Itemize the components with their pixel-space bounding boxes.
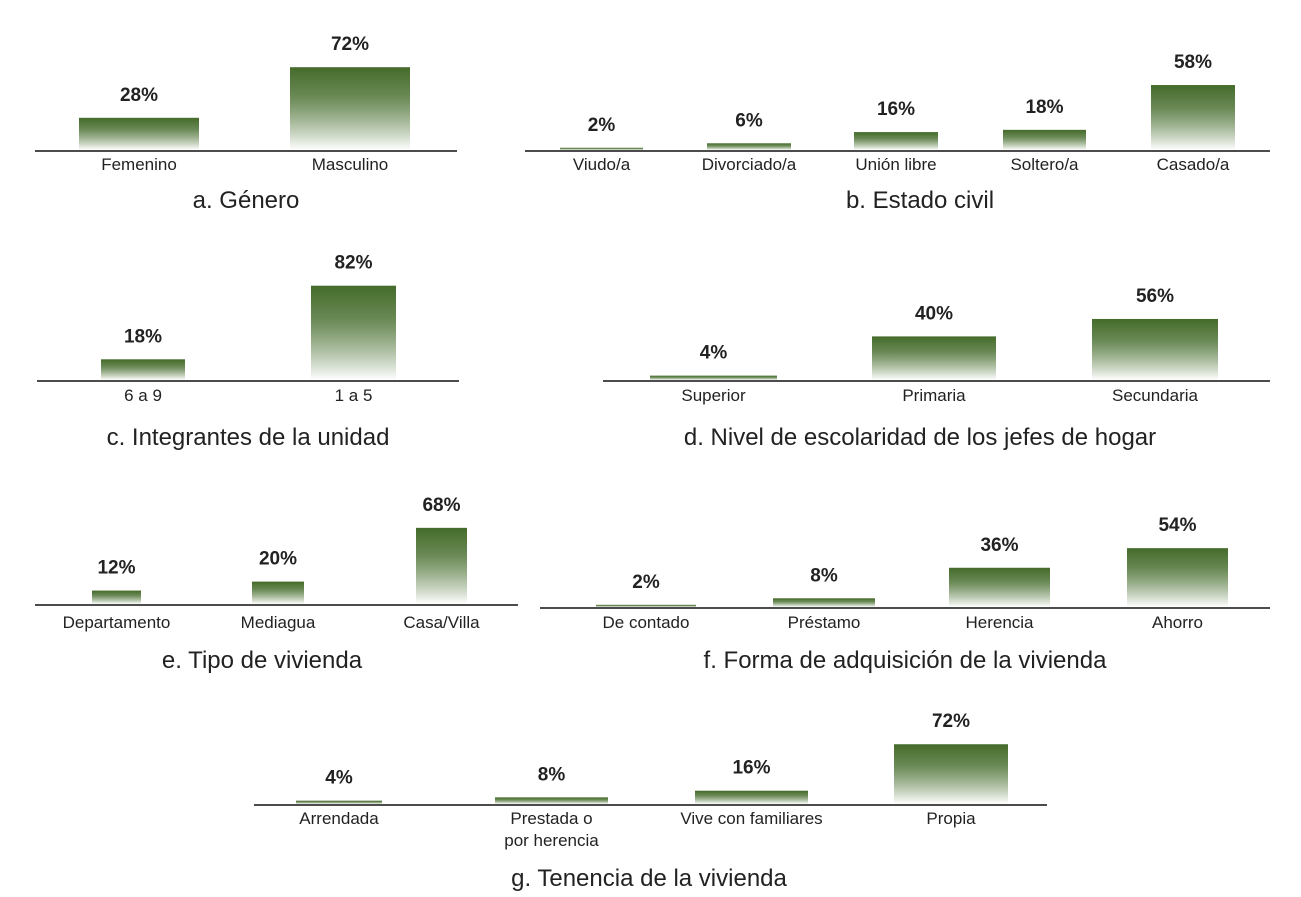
- category-label: Ahorro: [1152, 613, 1203, 632]
- bar: [854, 132, 938, 150]
- value-label: 68%: [422, 495, 460, 516]
- chart-c: 18% 6 a 9 82% 1 a 5 c. Integrantes de la uni…: [37, 253, 459, 451]
- value-label: 54%: [1158, 515, 1196, 536]
- category-label: Casado/a: [1157, 155, 1230, 174]
- bar: [695, 790, 808, 804]
- value-label: 72%: [932, 711, 970, 732]
- category-label-line: por herencia: [504, 831, 599, 850]
- bar: [596, 604, 696, 607]
- value-label: 4%: [700, 343, 728, 364]
- category-label: 1 a 5: [335, 386, 373, 405]
- value-label: 72%: [331, 34, 369, 55]
- category-label: Casa/Villa: [403, 613, 480, 632]
- value-label: 40%: [915, 303, 953, 324]
- value-label: 4%: [325, 768, 353, 789]
- bar: [311, 285, 396, 380]
- chart-a: 28% Femenino 72% Masculino a. Género: [35, 34, 457, 214]
- value-label: 12%: [97, 558, 135, 579]
- category-label: Herencia: [965, 613, 1034, 632]
- value-label: 18%: [124, 326, 162, 347]
- value-label: 28%: [120, 85, 158, 106]
- bar: [416, 527, 467, 604]
- category-label-line: Prestada o: [510, 809, 592, 828]
- category-label: De contado: [603, 613, 690, 632]
- bar: [101, 359, 185, 380]
- chart-d: 4% Superior 40% Primaria 56% Secundaria d. Niv…: [603, 286, 1270, 451]
- bar: [1151, 85, 1235, 150]
- bar: [495, 797, 608, 804]
- category-label: Primaria: [902, 386, 966, 405]
- value-label: 16%: [732, 758, 770, 779]
- bar: [773, 598, 875, 607]
- category-label: Vive con familiares: [680, 809, 822, 828]
- value-label: 58%: [1174, 52, 1212, 73]
- value-label: 2%: [632, 572, 660, 593]
- bar: [92, 590, 141, 604]
- chart-e: 12% Departamento 20% Mediagua 68% Casa/Villa e…: [35, 495, 518, 674]
- bar: [560, 147, 643, 150]
- category-label: Prestada o por herencia: [504, 809, 599, 850]
- category-label: Secundaria: [1112, 386, 1199, 405]
- value-label: 8%: [810, 565, 838, 586]
- chart-title: a. Género: [193, 187, 300, 214]
- category-label: Divorciado/a: [702, 155, 797, 174]
- bar: [290, 67, 410, 150]
- category-label: Mediagua: [241, 613, 316, 632]
- chart-title: f. Forma de adquisición de la vivienda: [704, 647, 1108, 674]
- category-label: Departamento: [63, 613, 171, 632]
- chart-b: 2% Viudo/a 6% Divorciado/a 16% Unión libre 18%…: [525, 52, 1270, 214]
- category-label: Unión libre: [855, 155, 936, 174]
- bar: [707, 143, 791, 150]
- bar: [296, 800, 382, 804]
- category-label: 6 a 9: [124, 386, 162, 405]
- value-label: 8%: [538, 764, 566, 785]
- category-label: Préstamo: [788, 613, 861, 632]
- bar: [949, 567, 1050, 607]
- chart-title: c. Integrantes de la unidad: [107, 424, 390, 451]
- bar: [1092, 318, 1218, 380]
- chart-f: 2% De contado 8% Préstamo 36% Herencia 54% Ahor…: [540, 515, 1270, 674]
- bar: [894, 744, 1008, 804]
- chart-title: g. Tenencia de la vivienda: [511, 865, 787, 892]
- value-label: 18%: [1025, 97, 1063, 118]
- value-label: 82%: [334, 253, 372, 274]
- bar: [1003, 129, 1086, 150]
- chart-title: d. Nivel de escolaridad de los jefes de …: [684, 424, 1156, 451]
- bar: [252, 581, 304, 604]
- category-label: Propia: [926, 809, 976, 828]
- value-label: 20%: [259, 549, 297, 570]
- value-label: 6%: [735, 110, 763, 131]
- bar: [872, 336, 996, 380]
- bar: [79, 117, 199, 150]
- bar: [1127, 548, 1228, 607]
- value-label: 2%: [588, 115, 616, 136]
- value-label: 36%: [980, 535, 1018, 556]
- category-label: Viudo/a: [573, 155, 631, 174]
- category-label: Masculino: [312, 155, 389, 174]
- category-label: Arrendada: [299, 809, 379, 828]
- chart-title: b. Estado civil: [846, 187, 994, 214]
- category-label: Femenino: [101, 155, 177, 174]
- category-label: Superior: [681, 386, 746, 405]
- bar: [650, 375, 777, 380]
- value-label: 16%: [877, 99, 915, 120]
- category-label: Soltero/a: [1010, 155, 1079, 174]
- value-label: 56%: [1136, 286, 1174, 307]
- chart-title: e. Tipo de vivienda: [162, 647, 363, 674]
- chart-g: 4% Arrendada 8% Prestada o por herencia 16% Vi…: [254, 711, 1047, 892]
